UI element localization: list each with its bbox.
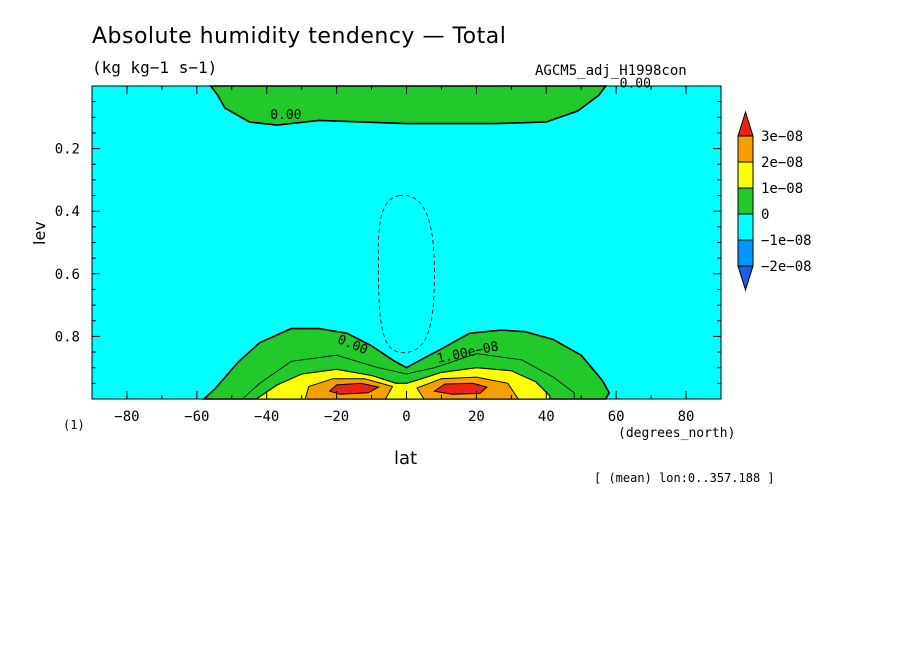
maximum-south: [328, 382, 380, 395]
x-unit-label: (degrees_north): [618, 426, 736, 441]
x-tick-label: −40: [254, 409, 279, 425]
y-tick-label: 0.6: [55, 267, 80, 283]
colorbar: 3e−08 2e−08 1e−08 0 −1e−08 −2e−08: [737, 110, 812, 292]
y-tick-label: 0.4: [55, 204, 80, 220]
colorbar-swatch: [737, 135, 754, 163]
chart-title: Absolute humidity tendency — Total: [92, 24, 507, 49]
x-tick-label: 80: [678, 409, 695, 425]
y-unit-label: (1): [63, 418, 85, 432]
run-label: AGCM5_adj_H1998con: [535, 63, 687, 79]
contour-label: 0.00: [270, 108, 301, 123]
colorbar-label: −2e−08: [761, 259, 812, 275]
colorbar-label: 3e−08: [761, 129, 803, 145]
x-tick-label: 60: [608, 409, 625, 425]
colorbar-swatch: [737, 161, 754, 189]
plot-axes: −80 −60 −40 −20 0 20 40 60 80 0.2 0.4 0.6 0.8: [55, 85, 722, 425]
units-label: (kg kg−1 s−1): [92, 58, 218, 77]
colorbar-label: 0: [761, 207, 769, 223]
colorbar-label: −1e−08: [761, 233, 812, 249]
inner-contour-line: [242, 353, 575, 400]
x-tick-label: 0: [402, 409, 410, 425]
contour-field: [92, 85, 721, 400]
y-tick-label: 0.8: [55, 329, 80, 345]
colorbar-top-arrow: [737, 110, 754, 137]
footer-note: [ (mean) lon:0..357.188 ]: [594, 471, 775, 485]
x-axis-label: lat: [394, 448, 418, 469]
colorbar-label: 1e−08: [761, 181, 803, 197]
colorbar-bottom-arrow: [737, 265, 754, 292]
contour-label: 0.00: [620, 77, 651, 92]
maximum-north: [433, 382, 488, 395]
x-tick-label: 40: [538, 409, 555, 425]
colorbar-swatch: [737, 239, 754, 267]
colorbar-swatch: [737, 187, 754, 215]
x-tick-label: −80: [114, 409, 139, 425]
y-tick-label: 0.2: [55, 142, 80, 158]
x-tick-label: −60: [184, 409, 209, 425]
colorbar-label: 2e−08: [761, 155, 803, 171]
x-tick-label: −20: [324, 409, 349, 425]
negative-contour-line: [377, 195, 435, 354]
upper-positive-region: [209, 85, 608, 126]
contour-lines: [242, 195, 575, 400]
background-band: [92, 86, 721, 399]
x-tick-label: 20: [468, 409, 485, 425]
colorbar-swatch: [737, 213, 754, 241]
